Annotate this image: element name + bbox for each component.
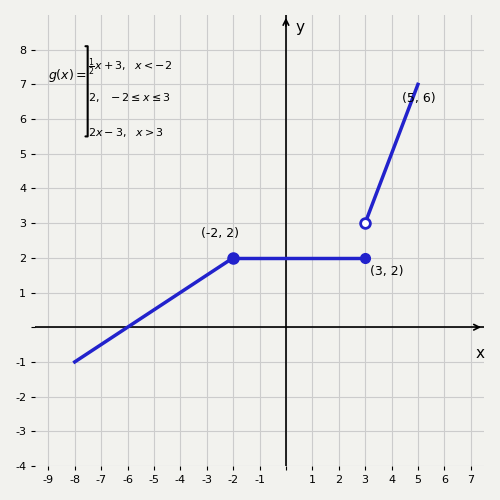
Text: y: y xyxy=(295,20,304,35)
Text: x: x xyxy=(476,346,484,362)
Text: $g(x) = $: $g(x) = $ xyxy=(48,67,87,84)
Text: (-2, 2): (-2, 2) xyxy=(202,227,239,240)
Text: $2x-3,\ \ x>3$: $2x-3,\ \ x>3$ xyxy=(88,126,164,139)
Text: $\frac{1}{2}x+3,\ \ x<-2$: $\frac{1}{2}x+3,\ \ x<-2$ xyxy=(88,56,172,78)
Text: $2,\ \ -2\leq x\leq 3$: $2,\ \ -2\leq x\leq 3$ xyxy=(88,92,170,104)
Text: (3, 2): (3, 2) xyxy=(370,265,404,278)
Text: (5, 6): (5, 6) xyxy=(402,92,436,104)
